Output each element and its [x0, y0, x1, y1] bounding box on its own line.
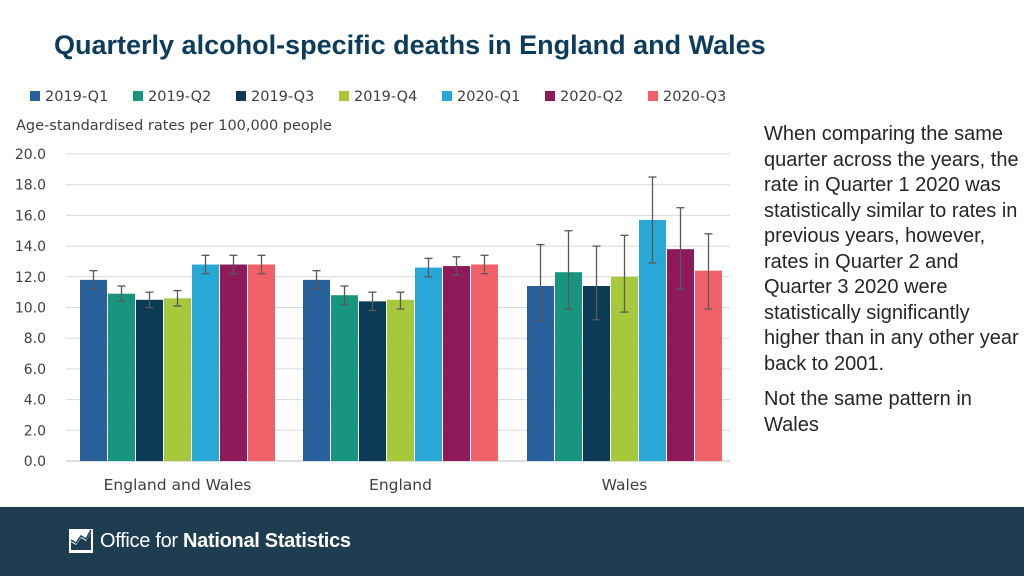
x-category-label: Wales	[602, 476, 648, 494]
bar-2019-Q4-england-and-wales	[164, 298, 191, 461]
commentary-paragraph-2: Not the same pattern in Wales	[764, 388, 972, 436]
error-bar	[564, 230, 573, 310]
y-tick-label: 4.0	[24, 393, 46, 409]
error-bar	[620, 234, 629, 313]
legend-label: 2020-Q1	[457, 89, 520, 105]
bar-2019-Q3-england	[359, 301, 386, 461]
bar-2020-Q3-england	[471, 264, 498, 461]
page-title: Quarterly alcohol-specific deaths in Eng…	[54, 30, 766, 60]
y-tick-label: 0.0	[24, 454, 46, 470]
y-tick-label: 2.0	[24, 423, 46, 439]
legend-swatch	[236, 91, 246, 101]
error-bar	[117, 285, 126, 303]
bar-2020-Q2-england	[443, 266, 470, 461]
error-bar	[368, 291, 377, 312]
y-tick-label: 14.0	[15, 239, 46, 255]
error-bar	[201, 254, 210, 275]
error-bar	[592, 245, 601, 321]
legend-item-2020-Q2: 2020-Q2	[545, 89, 623, 105]
commentary-paragraph-1: When comparing the same quarter across t…	[764, 123, 1019, 375]
legend-swatch	[133, 91, 143, 101]
chart-bars	[80, 220, 722, 461]
legend-label: 2020-Q3	[663, 89, 726, 105]
legend-item-2019-Q2: 2019-Q2	[133, 89, 211, 105]
x-axis-categories: England and Wales England Wales	[104, 476, 648, 494]
commentary-text: When comparing the same quarter across t…	[764, 122, 1024, 448]
bar-2019-Q1-england-and-wales	[80, 279, 107, 461]
error-bar	[340, 285, 349, 306]
ons-logo-text-regular: Office for	[100, 529, 184, 552]
error-bar	[229, 254, 238, 275]
legend-item-2019-Q1: 2019-Q1	[30, 89, 108, 105]
bar-2019-Q4-england	[387, 299, 414, 461]
bar-2020-Q1-england-and-wales	[192, 264, 219, 461]
legend-label: 2019-Q4	[354, 89, 417, 105]
error-bar	[704, 233, 713, 310]
error-bar	[173, 289, 182, 307]
legend-item-2019-Q3: 2019-Q3	[236, 89, 314, 105]
bar-2020-Q2-england-and-wales	[220, 264, 247, 461]
error-bar	[452, 256, 461, 276]
legend-item-2019-Q4: 2019-Q4	[339, 89, 417, 105]
legend-label: 2019-Q3	[251, 89, 314, 105]
footer-bar: Office for National Statistics	[0, 507, 1024, 576]
y-tick-label: 12.0	[15, 270, 46, 286]
chart-legend: 2019-Q1 2019-Q2 2019-Q3 2019-Q4 2020-Q1 2020-…	[30, 89, 726, 105]
y-axis-ticks: 0.0 2.0 4.0 6.0 8.0 10.0 12.0 14.0 16.0 18.0 20.0	[15, 147, 46, 470]
legend-label: 2019-Q1	[45, 89, 108, 105]
y-tick-label: 8.0	[24, 331, 46, 347]
y-axis-label: Age-standardised rates per 100,000 peopl…	[16, 118, 332, 134]
error-bar	[89, 270, 98, 290]
ons-logo-text: Office for National Statistics	[100, 530, 351, 553]
error-bar	[424, 257, 433, 278]
legend-item-2020-Q3: 2020-Q3	[648, 89, 726, 105]
bar-2019-Q2-england	[331, 295, 358, 461]
legend-swatch	[30, 91, 40, 101]
bar-2019-Q2-england-and-wales	[108, 293, 135, 461]
x-category-label: England	[369, 476, 432, 494]
error-bar	[145, 291, 154, 309]
y-tick-label: 18.0	[15, 178, 46, 194]
bar-2019-Q3-england-and-wales	[136, 299, 163, 461]
legend-label: 2020-Q2	[560, 89, 623, 105]
y-tick-label: 10.0	[15, 301, 46, 317]
x-category-label: England and Wales	[104, 476, 252, 494]
error-bar	[676, 207, 685, 290]
bar-2020-Q3-england-and-wales	[248, 264, 275, 461]
legend-item-2020-Q1: 2020-Q1	[442, 89, 520, 105]
legend-swatch	[648, 91, 658, 101]
bar-chart: 2019-Q1 2019-Q2 2019-Q3 2019-Q4 2020-Q1 2020-…	[15, 89, 730, 494]
error-bar	[480, 254, 489, 275]
y-tick-label: 16.0	[15, 208, 46, 224]
legend-label: 2019-Q2	[148, 89, 211, 105]
bar-2019-Q1-england	[303, 279, 330, 461]
error-bar	[257, 254, 266, 275]
ons-logo[interactable]: Office for National Statistics	[68, 527, 351, 555]
ons-logo-text-bold: National Statistics	[183, 529, 351, 552]
ons-logo-icon	[69, 529, 93, 553]
y-tick-label: 6.0	[24, 362, 46, 378]
error-bar	[312, 270, 321, 290]
error-bar	[648, 176, 657, 264]
error-bar	[536, 243, 545, 322]
chart-error-bars	[89, 176, 713, 322]
legend-swatch	[442, 91, 452, 101]
y-tick-label: 20.0	[15, 147, 46, 163]
legend-swatch	[339, 91, 349, 101]
legend-swatch	[545, 91, 555, 101]
error-bar	[396, 291, 405, 310]
bar-2020-Q1-england	[415, 267, 442, 461]
